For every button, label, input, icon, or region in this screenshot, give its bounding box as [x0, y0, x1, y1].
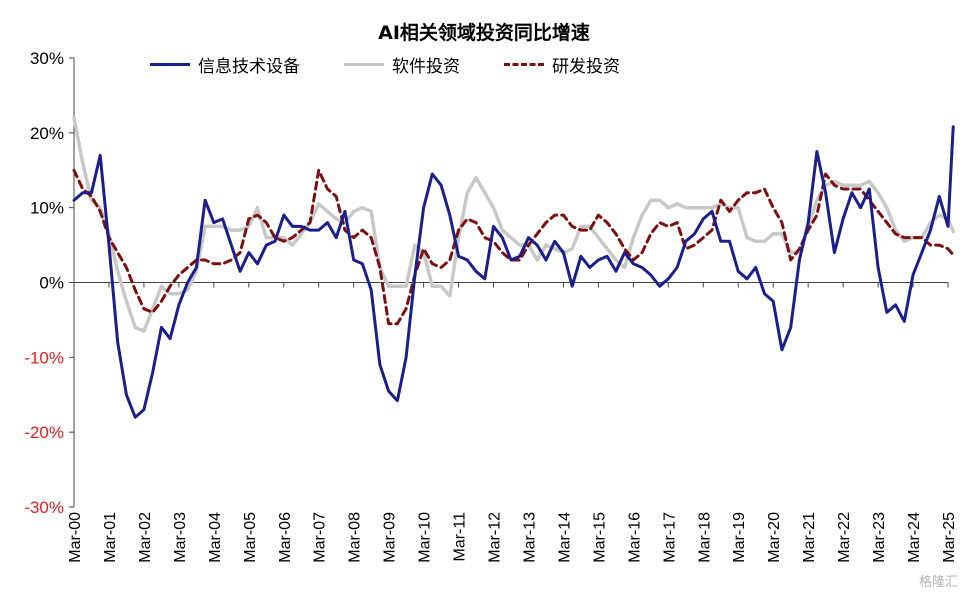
legend-swatch-info-equipment — [150, 63, 190, 66]
legend-swatch-software — [344, 63, 384, 66]
legend-label-software: 软件投资 — [392, 57, 460, 77]
x-tick-label: Mar-05 — [242, 512, 259, 563]
x-tick-label: Mar-25 — [941, 512, 958, 563]
series-line-software — [72, 116, 955, 333]
x-tick-label: Mar-06 — [277, 512, 294, 563]
x-tick-label: Mar-16 — [626, 512, 643, 563]
x-tick-label: Mar-15 — [591, 512, 608, 563]
x-tick-label: Mar-02 — [137, 512, 154, 563]
x-tick-label: Mar-07 — [312, 512, 329, 563]
chart-title: AI相关领域投资同比增速 — [378, 22, 590, 44]
x-tick-label: Mar-09 — [382, 512, 399, 563]
x-tick-label: Mar-10 — [417, 512, 434, 563]
x-tick-label: Mar-04 — [207, 512, 224, 563]
x-tick-label: Mar-13 — [521, 512, 538, 563]
series-line-rd — [72, 168, 955, 326]
series-line-info-equipment — [72, 125, 955, 419]
x-tick-label: Mar-20 — [766, 512, 783, 563]
y-tick-label: -30% — [24, 498, 64, 517]
x-tick-label: Mar-14 — [556, 512, 573, 563]
x-tick-label: Mar-19 — [731, 512, 748, 563]
x-tick-label: Mar-08 — [347, 512, 364, 563]
x-tick-label: Mar-18 — [696, 512, 713, 563]
y-tick-label: 10% — [30, 199, 64, 218]
legend: 信息技术设备 软件投资 研发投资 — [150, 52, 620, 77]
y-tick-label: 20% — [30, 124, 64, 143]
legend-item-software: 软件投资 — [344, 52, 460, 77]
y-tick-label: -10% — [24, 348, 64, 367]
legend-item-info-equipment: 信息技术设备 — [150, 52, 300, 77]
y-tick-label: -20% — [24, 423, 64, 442]
x-tick-label: Mar-11 — [452, 512, 469, 562]
x-tick-label: Mar-00 — [67, 512, 84, 563]
legend-label-rd: 研发投资 — [552, 57, 620, 77]
x-tick-label: Mar-22 — [836, 512, 853, 563]
x-tick-label: Mar-01 — [102, 512, 119, 563]
x-tick-label: Mar-12 — [487, 512, 504, 563]
x-tick-label: Mar-23 — [871, 512, 888, 563]
watermark: 格隆汇 — [918, 575, 958, 590]
x-tick-label: Mar-17 — [661, 512, 678, 563]
legend-swatch-rd — [504, 63, 544, 66]
y-tick-label: 0% — [39, 274, 64, 293]
x-tick-label: Mar-03 — [172, 512, 189, 563]
y-tick-label: 30% — [30, 49, 64, 68]
legend-label-info-equipment: 信息技术设备 — [198, 57, 300, 77]
legend-item-rd: 研发投资 — [504, 52, 620, 77]
x-tick-label: Mar-24 — [906, 512, 923, 563]
x-tick-label: Mar-21 — [801, 512, 818, 563]
